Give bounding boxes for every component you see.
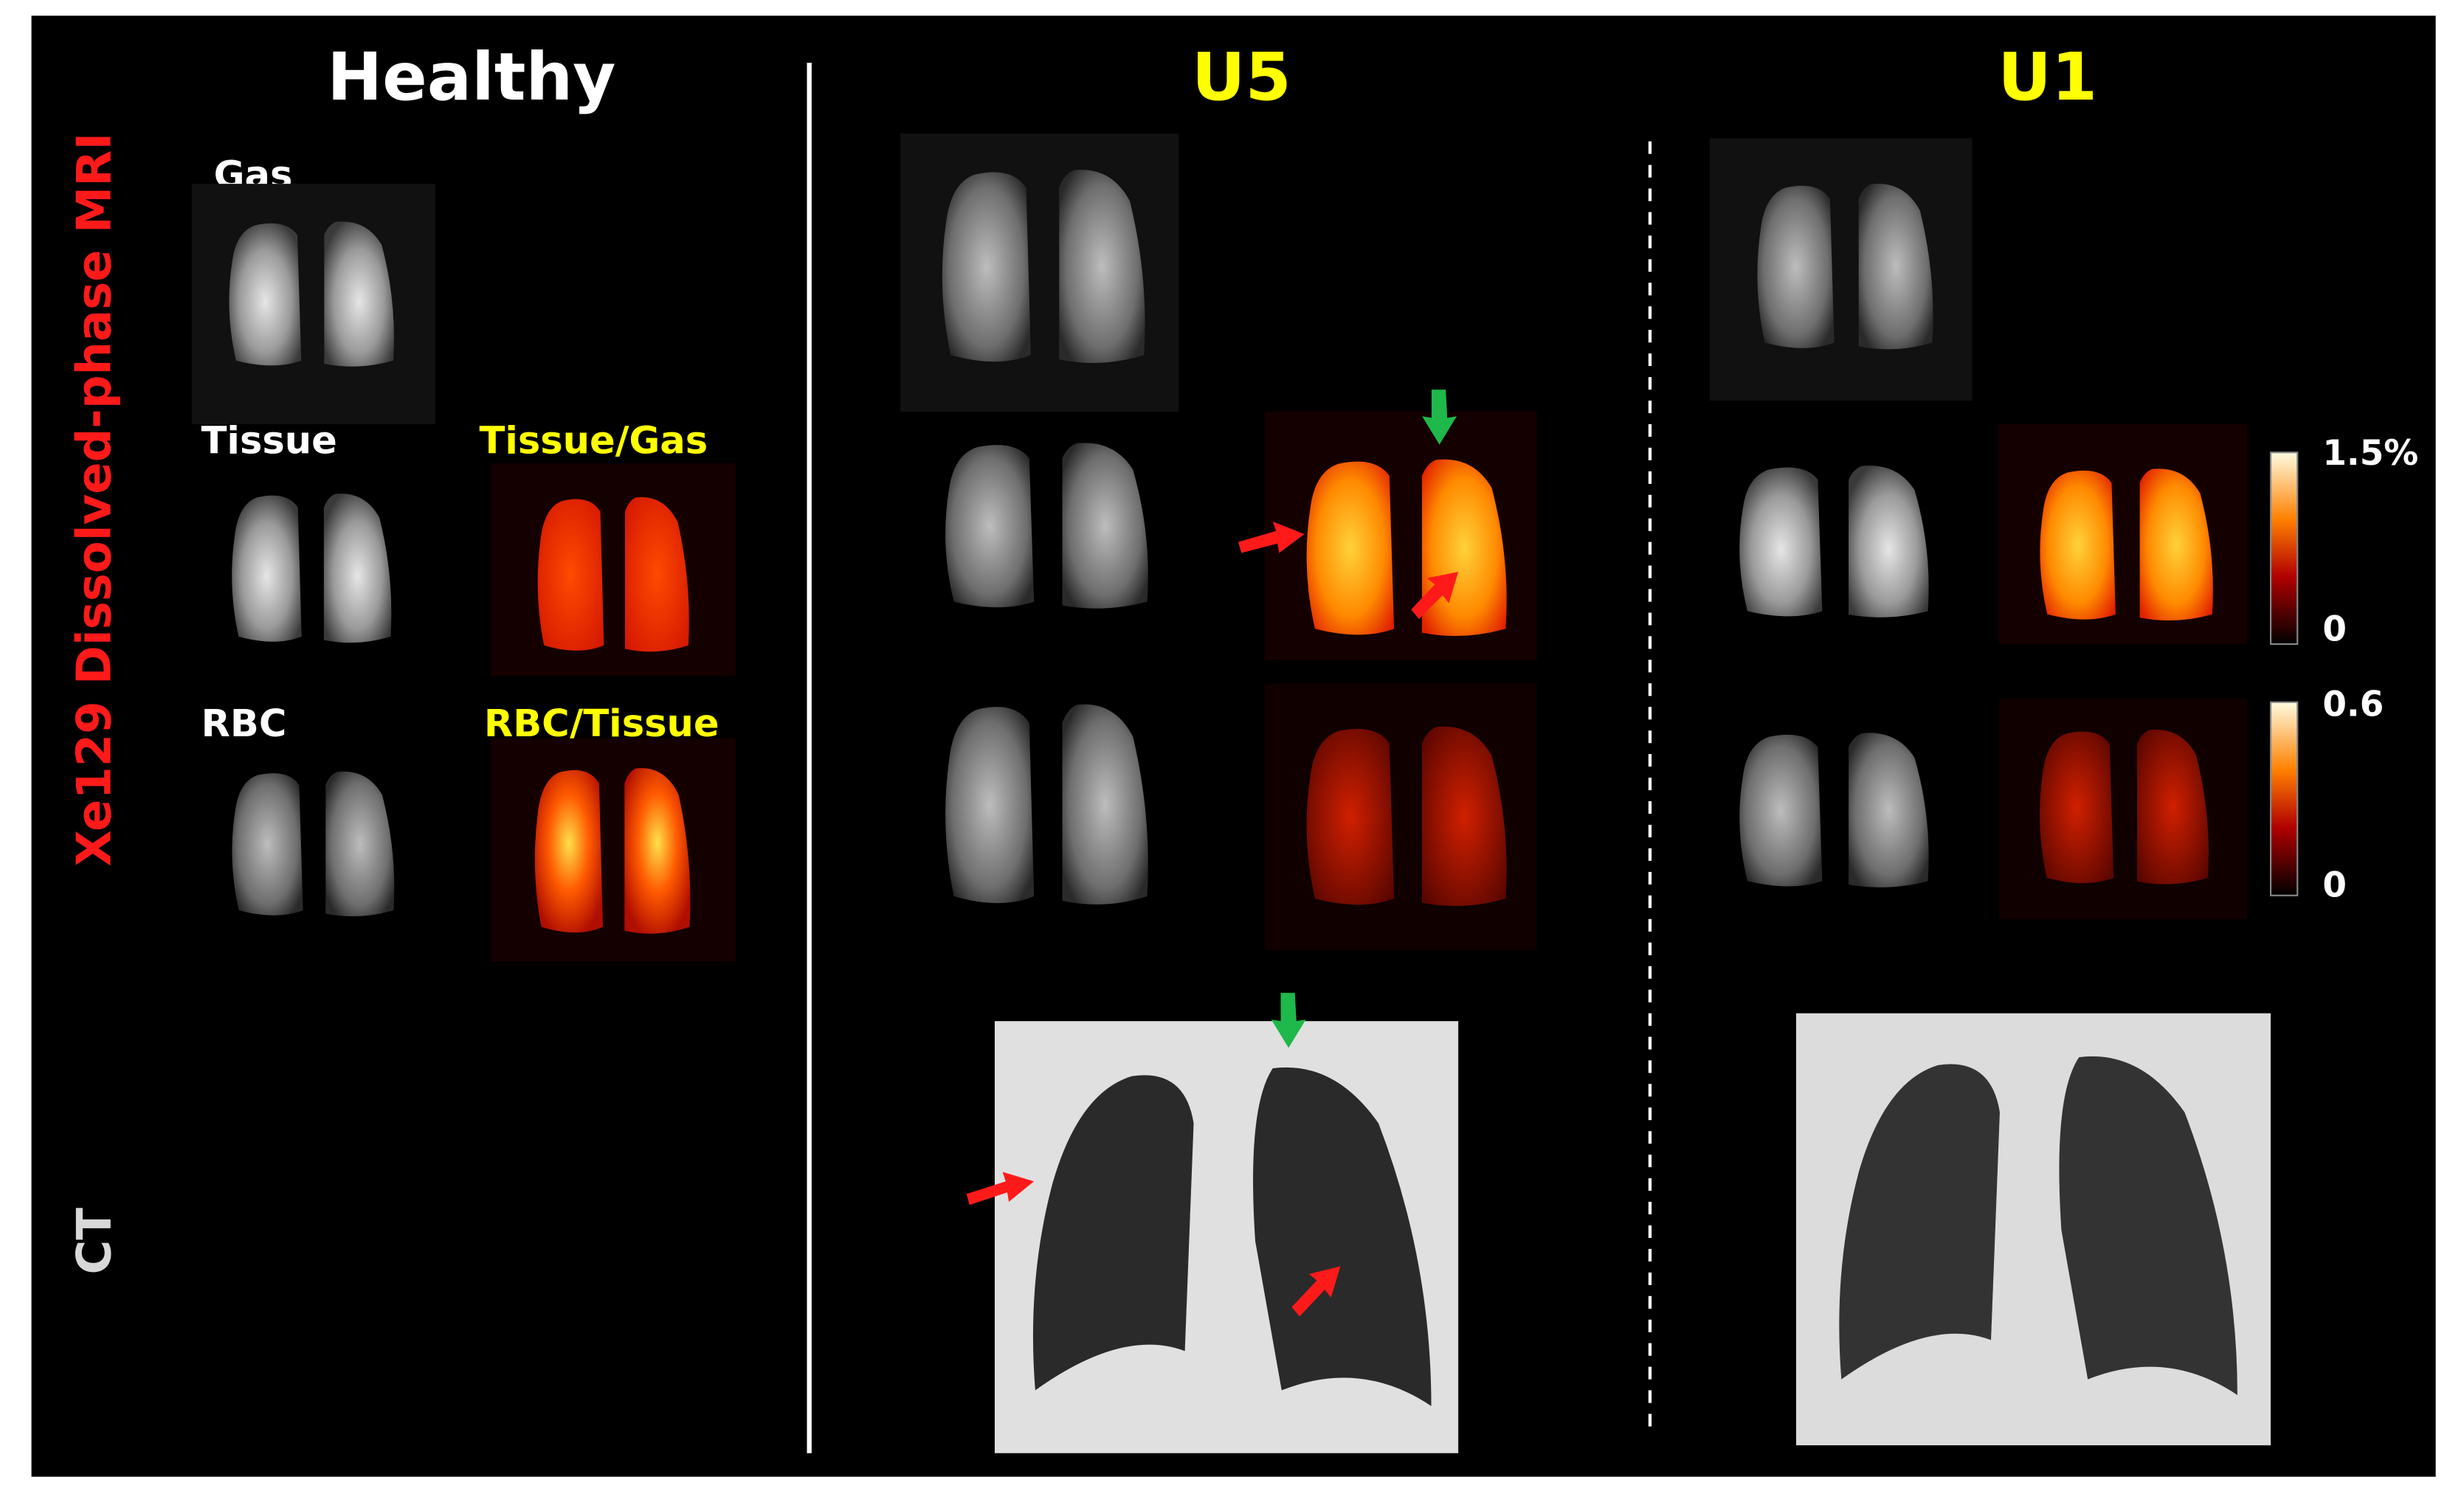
arrows: [966, 521, 1459, 1317]
mri-panel: [1709, 138, 1973, 401]
red-arrow: [1238, 521, 1305, 553]
colorbar: [2269, 701, 2299, 896]
colorbar-label: 0.6: [2322, 685, 2384, 725]
row-label: Xe129 Dissolved-phase MRI: [68, 133, 122, 867]
red-arrow: [966, 1172, 1035, 1205]
colorbar-label: 0: [2322, 610, 2347, 650]
panel-label: RBC: [201, 702, 287, 746]
colorbar-label: 0: [2322, 866, 2347, 906]
colorbar: [2269, 452, 2299, 646]
column-title: U1: [1998, 39, 2097, 116]
panel-label: Tissue/Gas: [480, 420, 708, 463]
green-arrow: [1271, 992, 1306, 1048]
column-title: U5: [1192, 39, 1291, 116]
red-arrow: [1411, 572, 1459, 619]
arrows: [1271, 390, 1457, 1048]
column-title: Healthy: [327, 39, 615, 116]
mri-panel: [191, 184, 435, 424]
colorbar-label: 1.5%: [2322, 434, 2418, 474]
panel-label: Tissue: [201, 420, 337, 463]
red-arrow: [1291, 1266, 1341, 1317]
green-arrow: [1422, 390, 1457, 445]
map-panel: [1998, 699, 2248, 919]
map-panel: [490, 463, 736, 676]
row-label: CT: [68, 1208, 122, 1275]
map-panel: [490, 738, 736, 962]
